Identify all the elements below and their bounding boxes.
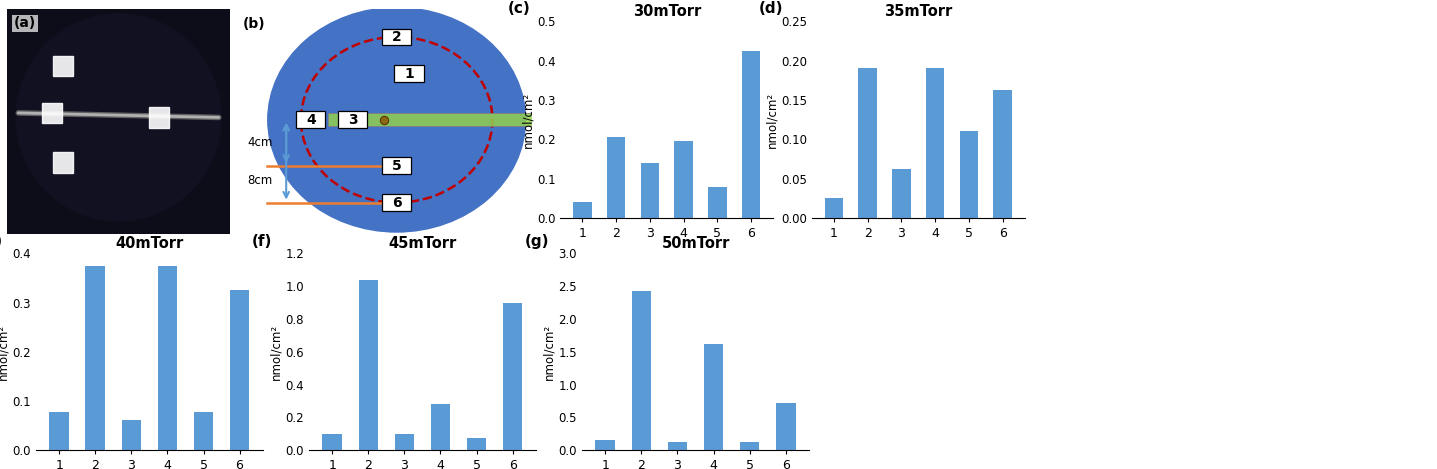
Bar [122,420,141,450]
Title: 50mTorr: 50mTorr [661,236,730,251]
Bar [704,344,723,450]
Bar [467,438,487,450]
Bar [858,68,877,218]
Bar [631,291,651,450]
Bar [85,265,105,450]
Ellipse shape [267,8,526,232]
Text: (f): (f) [253,234,273,249]
Bar [194,412,214,450]
Text: 2: 2 [392,30,401,44]
Bar [925,68,944,218]
Text: (e): (e) [0,234,3,249]
Y-axis label: nmol/cm²: nmol/cm² [0,324,10,380]
Bar [431,404,450,450]
Bar [674,141,693,218]
Circle shape [16,14,221,221]
Text: 8cm: 8cm [247,174,272,187]
Bar [606,137,625,218]
Y-axis label: nmol/cm²: nmol/cm² [766,91,779,148]
Bar [42,103,62,123]
Text: 4cm: 4cm [247,136,272,149]
Title: 30mTorr: 30mTorr [632,4,701,19]
Bar [394,66,424,82]
Bar [960,131,979,218]
Bar [503,303,523,450]
Bar [573,202,592,218]
Bar [993,90,1012,218]
Bar [595,440,615,450]
Bar [358,280,378,450]
Y-axis label: nmol/cm²: nmol/cm² [270,324,283,380]
Text: (c): (c) [507,1,530,16]
Title: 35mTorr: 35mTorr [884,4,953,19]
Bar [776,403,796,450]
Bar [740,442,760,450]
Bar [382,29,411,45]
Text: (a): (a) [14,16,36,30]
Text: (b): (b) [243,16,266,30]
Bar [338,112,368,128]
Bar [53,152,73,173]
Text: 3: 3 [348,113,358,127]
Y-axis label: nmol/cm²: nmol/cm² [522,91,535,148]
Bar [395,434,414,450]
Bar [892,169,911,218]
Text: 4: 4 [306,113,316,127]
Text: 1: 1 [404,67,414,81]
Text: 5: 5 [392,159,401,173]
Bar [53,55,73,76]
Bar [328,113,545,126]
Bar [641,163,660,218]
Bar [741,51,760,218]
Title: 40mTorr: 40mTorr [115,236,184,251]
Bar [825,198,844,218]
Bar [296,112,325,128]
Text: (g): (g) [526,234,550,249]
Text: (d): (d) [759,1,783,16]
Bar [668,442,687,450]
Bar [158,265,177,450]
Y-axis label: nmol/cm²: nmol/cm² [543,324,556,380]
Title: 45mTorr: 45mTorr [388,236,457,251]
Bar [382,158,411,174]
Bar [708,187,727,218]
Bar [49,412,69,450]
Bar [148,107,168,128]
Bar [322,434,342,450]
Text: 6: 6 [392,196,401,210]
Bar [230,290,250,450]
Bar [382,194,411,211]
